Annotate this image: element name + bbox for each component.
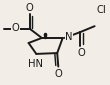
Text: HN: HN <box>28 59 43 69</box>
Text: Cl: Cl <box>97 5 107 15</box>
Text: O: O <box>12 23 19 33</box>
Text: N: N <box>65 32 73 42</box>
Text: O: O <box>78 48 85 58</box>
Text: O: O <box>54 69 62 79</box>
Text: O: O <box>26 3 34 13</box>
